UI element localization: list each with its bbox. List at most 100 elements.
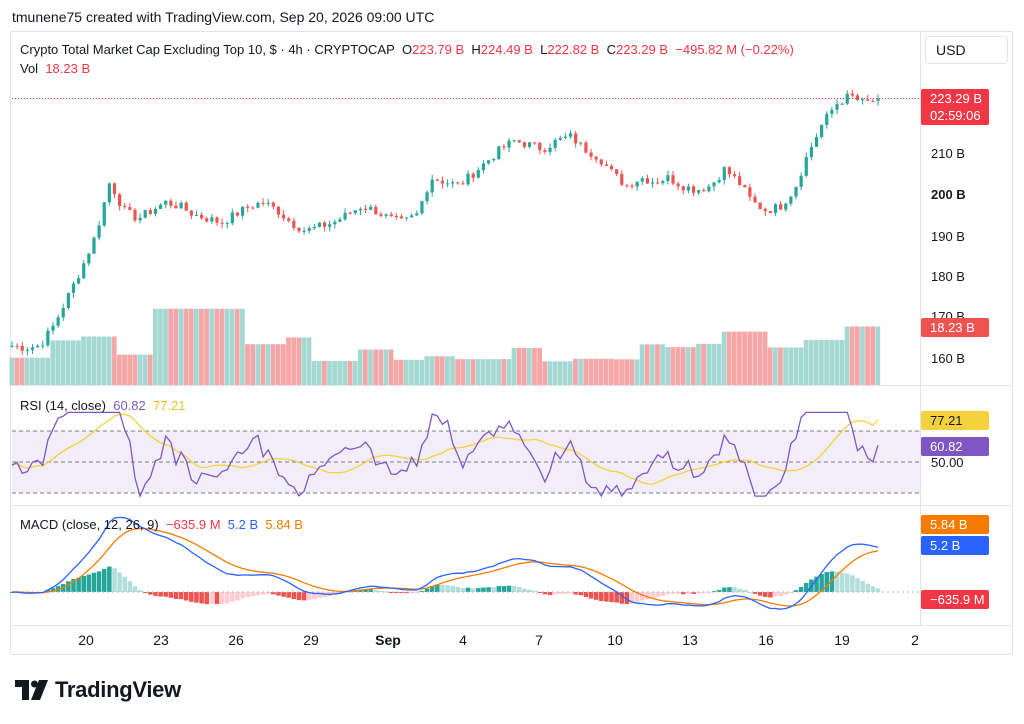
- candle-body: [410, 215, 414, 218]
- pane-separator-rsi[interactable]: [10, 385, 1013, 386]
- macd-histogram-bar: [86, 574, 92, 592]
- volume-bar: [214, 308, 220, 385]
- candle-body: [845, 93, 849, 104]
- macd-histogram-bar: [629, 592, 635, 604]
- candle-body: [338, 219, 342, 222]
- vol-value: 18.23 B: [45, 61, 91, 76]
- candle-body: [430, 179, 434, 193]
- macd-histogram-bar: [153, 592, 158, 596]
- volume-bar: [65, 340, 71, 385]
- macd-histogram-bar: [388, 592, 394, 593]
- volume-bar: [578, 358, 583, 385]
- volume-bar: [316, 360, 322, 385]
- macd-histogram-bar: [419, 590, 425, 592]
- currency-button[interactable]: USD: [925, 36, 1008, 64]
- macd-histogram-bar: [470, 588, 476, 592]
- volume-bar: [567, 361, 573, 385]
- macd-histogram-bar: [645, 592, 650, 600]
- macd-histogram-bar: [593, 592, 599, 600]
- volume-bar: [404, 359, 409, 385]
- candle-body: [548, 147, 552, 152]
- volume-bar: [849, 326, 855, 385]
- volume-bar: [778, 347, 783, 385]
- candle-body: [15, 345, 19, 347]
- volume-bar: [829, 339, 835, 385]
- volume-bar: [429, 356, 435, 385]
- macd-histogram-bar: [783, 592, 789, 595]
- volume-bar: [178, 308, 184, 385]
- candle-body: [686, 186, 691, 191]
- volume-bar: [158, 308, 163, 385]
- macd-histogram-bar: [742, 589, 748, 592]
- candle-body: [51, 325, 55, 331]
- macd-histogram-bar: [634, 592, 640, 603]
- macd-histogram-bar: [276, 592, 281, 596]
- macd-signal-tag: 5.84 B: [921, 515, 989, 534]
- macd-histogram-bar: [189, 592, 194, 602]
- candle-body: [738, 176, 742, 186]
- candle-body: [322, 222, 327, 227]
- volume-bar: [383, 349, 389, 385]
- candle-body: [492, 158, 496, 161]
- candle-body: [871, 100, 875, 102]
- macd-histogram-bar: [737, 588, 742, 592]
- volume-bar: [803, 339, 809, 385]
- time-label: 23: [153, 632, 169, 648]
- candle-body: [87, 253, 91, 264]
- volume-bar: [132, 354, 138, 385]
- volume-bar: [819, 339, 824, 385]
- rsi-ma-value: 77.21: [153, 398, 186, 413]
- macd-histogram-bar: [609, 592, 614, 603]
- volume-bar: [24, 357, 30, 385]
- volume-bar: [127, 354, 133, 385]
- candle-body: [691, 186, 696, 193]
- macd-histogram-bar: [199, 592, 204, 604]
- tradingview-logo[interactable]: TradingView: [15, 677, 181, 703]
- volume-bar: [445, 356, 450, 385]
- candle-body: [620, 173, 624, 185]
- macd-histogram-bar: [117, 572, 122, 592]
- macd-histogram-bar: [547, 592, 553, 595]
- candle-body: [779, 204, 783, 210]
- main-legend: Crypto Total Market Cap Excluding Top 10…: [20, 42, 794, 57]
- candle-body: [512, 140, 516, 142]
- candle-body: [820, 124, 824, 137]
- candle-body: [205, 218, 209, 222]
- candle-body: [61, 307, 65, 318]
- macd-histogram-bar: [527, 589, 532, 592]
- macd-histogram-bar: [286, 592, 291, 598]
- macd-histogram-bar: [511, 586, 517, 592]
- chart-frame[interactable]: [10, 31, 1013, 655]
- candle-body: [466, 173, 470, 185]
- candle-body: [799, 175, 803, 187]
- macd-histogram-bar: [875, 588, 881, 592]
- macd-histogram-bar: [865, 583, 871, 592]
- volume-bar: [342, 360, 348, 385]
- candle-body: [814, 136, 819, 147]
- rsi-value: 60.82: [113, 398, 146, 413]
- macd-histogram-bar: [640, 592, 645, 601]
- candle-body: [302, 230, 306, 232]
- candle-body: [866, 99, 870, 101]
- volume-bar: [824, 339, 829, 385]
- candle-body: [727, 167, 731, 175]
- volume-bar: [547, 361, 553, 385]
- volume-bar: [501, 359, 507, 385]
- volume-bar: [701, 343, 706, 385]
- pane-separator-macd[interactable]: [10, 505, 1013, 506]
- candle-body: [558, 137, 562, 140]
- macd-histogram-bar: [101, 568, 107, 592]
- candle-body: [220, 222, 224, 224]
- macd-histogram-bar: [209, 592, 215, 604]
- macd-histogram-bar: [681, 592, 686, 595]
- candle-body: [199, 214, 204, 219]
- volume-bar: [55, 340, 61, 385]
- candle-body: [317, 222, 322, 227]
- time-label: 16: [758, 632, 774, 648]
- candle-body: [266, 202, 270, 204]
- candle-body: [589, 152, 593, 157]
- macd-histogram-bar: [91, 572, 97, 592]
- macd-histogram-bar: [660, 592, 666, 597]
- symbol-title[interactable]: Crypto Total Market Cap Excluding Top 10…: [20, 42, 395, 57]
